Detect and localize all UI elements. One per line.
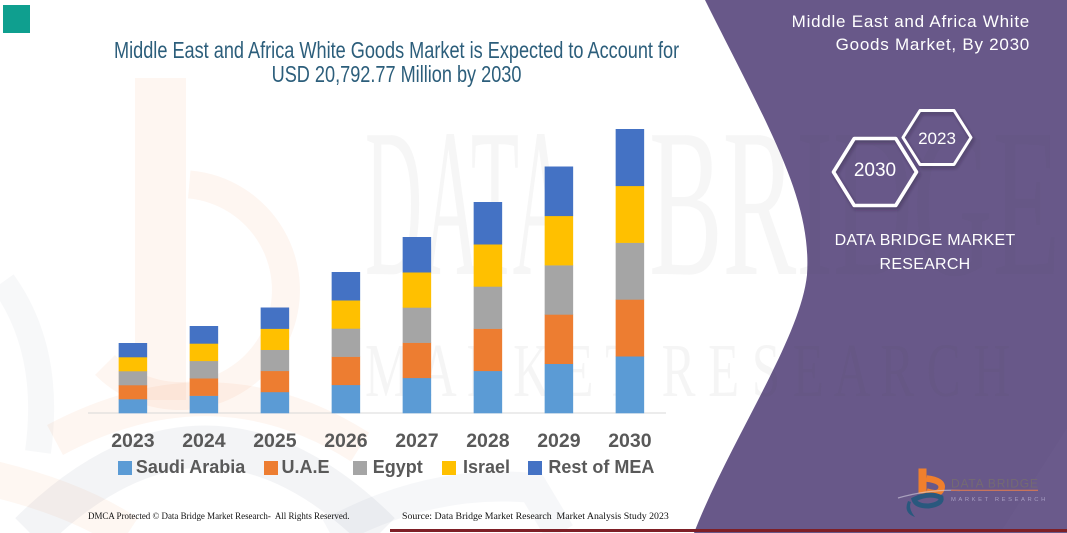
svg-text:MARKET RESEARCH: MARKET RESEARCH [951, 497, 1048, 503]
svg-text:DATA: DATA [365, 85, 570, 320]
svg-text:M A R K E T R E S E A R C H: M A R K E T R E S E A R C H [365, 329, 1010, 413]
svg-text:DATA BRIDGE: DATA BRIDGE [951, 477, 1039, 491]
